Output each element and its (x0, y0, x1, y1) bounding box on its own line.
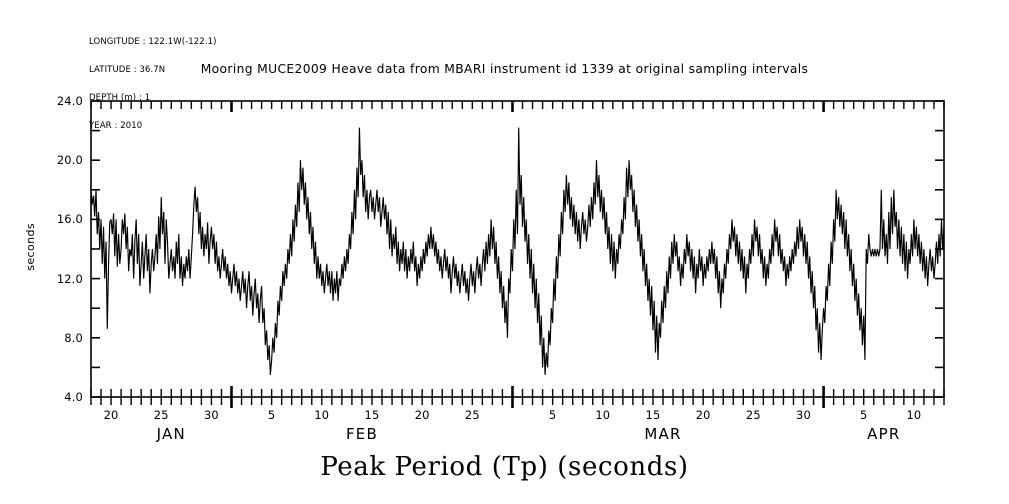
plot-frame (90, 100, 945, 398)
x-tick-label: 30 (203, 408, 219, 422)
y-tick-label: 20.0 (56, 153, 83, 168)
x-month-label: FEB (345, 425, 378, 443)
x-tick-label: 10 (595, 408, 611, 422)
y-tick-label: 12.0 (56, 271, 83, 286)
x-tick-label: 15 (364, 408, 380, 422)
x-tick-label: 5 (548, 408, 557, 422)
metadata-year: YEAR : 2010 (89, 121, 143, 132)
x-tick-label: 10 (906, 408, 922, 422)
x-tick-label: 20 (103, 408, 119, 422)
metadata-block: LONGITUDE : 122.1W(-122.1) LATITUDE : 36… (89, 19, 217, 141)
x-month-label: JAN (156, 425, 186, 443)
x-tick-label: 25 (745, 408, 761, 422)
x-month-label: MAR (644, 425, 682, 443)
x-tick-label: 5 (267, 408, 276, 422)
metadata-depth: DEPTH (m) : 1 (89, 93, 151, 104)
y-axis-title: seconds (24, 223, 37, 271)
x-tick-label: 25 (464, 408, 480, 422)
x-month-label: APR (867, 425, 901, 443)
x-tick-label: 15 (645, 408, 661, 422)
data-series-line (90, 127, 945, 375)
y-tick-label: 24.0 (56, 94, 83, 108)
chart-title: Mooring MUCE2009 Heave data from MBARI i… (200, 62, 809, 76)
chart-caption: Peak Period (Tp) (seconds) (320, 452, 689, 482)
x-tick-label: 10 (314, 408, 330, 422)
x-tick-label: 20 (695, 408, 711, 422)
x-tick-label: 25 (153, 408, 169, 422)
x-tick-label: 5 (859, 408, 868, 422)
y-tick-label: 4.0 (64, 390, 83, 404)
metadata-longitude: LONGITUDE : 122.1W(-122.1) (89, 36, 217, 47)
y-tick-label: 8.0 (64, 330, 83, 345)
y-tick-label: 16.0 (56, 212, 83, 227)
x-tick-label: 20 (414, 408, 430, 422)
x-tick-label: 30 (796, 408, 811, 422)
metadata-latitude: LATITUDE : 36.7N (89, 65, 166, 76)
